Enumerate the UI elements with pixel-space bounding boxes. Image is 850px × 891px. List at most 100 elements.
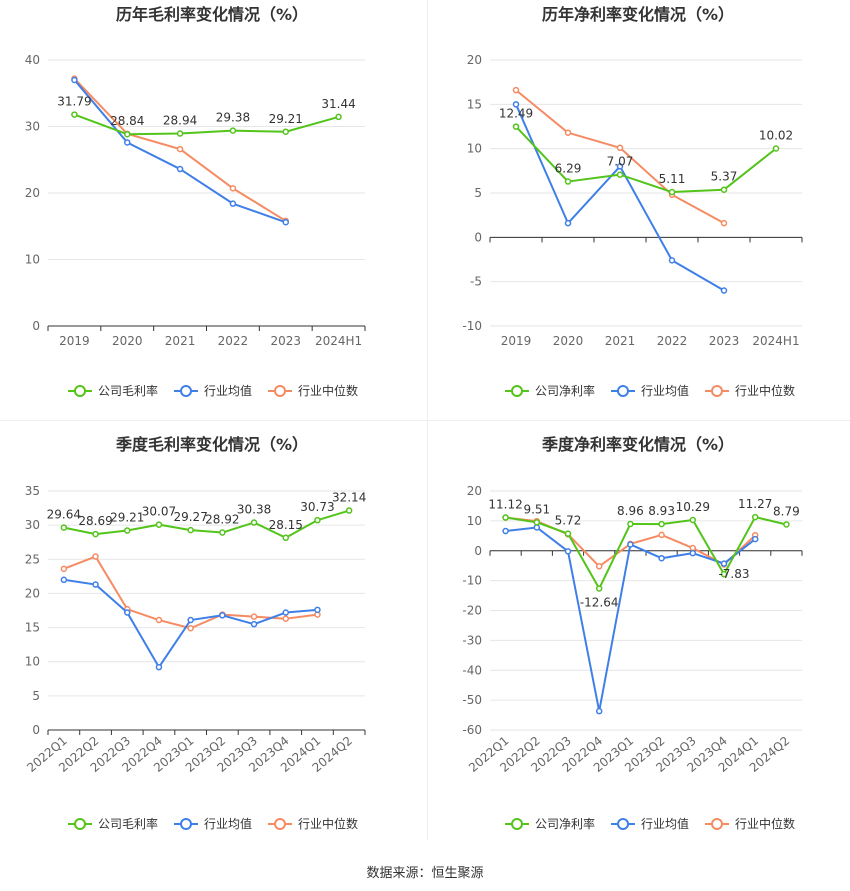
legend-label: 行业均值 xyxy=(204,816,252,831)
legend-marker xyxy=(511,818,523,830)
data-point-industry_median xyxy=(229,185,237,192)
data-label: 28.69 xyxy=(78,514,112,528)
data-point-industry_avg xyxy=(219,612,226,619)
data-point-industry_avg xyxy=(71,76,78,84)
data-point-company xyxy=(720,186,728,193)
legend-item-company: 公司毛利率 xyxy=(68,383,158,398)
data-point-company xyxy=(219,529,226,536)
x-tick-label: 2022 xyxy=(218,334,249,348)
data-point-company xyxy=(533,519,541,526)
data-point-company xyxy=(155,521,163,528)
y-tick-label: 15 xyxy=(467,97,482,111)
data-label: 8.96 xyxy=(617,504,644,518)
legend-item-industry_avg: 行业均值 xyxy=(174,383,252,398)
legend-item-company: 公司净利率 xyxy=(505,383,595,398)
data-point-industry_avg xyxy=(229,200,237,207)
data-label: -7.83 xyxy=(718,567,749,581)
legend-marker xyxy=(711,385,723,397)
data-point-industry_avg xyxy=(250,620,258,628)
y-tick-label: 0 xyxy=(474,230,482,244)
data-point-industry_avg xyxy=(720,560,728,567)
legend-item-industry_median: 行业中位数 xyxy=(268,383,358,398)
x-tick-label: 2020 xyxy=(553,334,584,348)
legend-label: 公司净利率 xyxy=(535,383,595,398)
y-tick-label: 20 xyxy=(467,484,482,498)
horizontal-divider xyxy=(0,420,850,421)
data-point-company xyxy=(627,520,634,528)
y-tick-label: 30 xyxy=(25,120,40,134)
data-point-company xyxy=(564,530,572,537)
data-point-company xyxy=(772,145,780,152)
legend-label: 公司毛利率 xyxy=(98,816,158,831)
data-label: 32.14 xyxy=(332,491,366,505)
data-point-industry_avg xyxy=(155,663,163,671)
data-label: 12.49 xyxy=(499,107,533,121)
data-point-industry_avg xyxy=(124,139,131,146)
x-tick-label: 2021 xyxy=(165,334,196,348)
data-point-company xyxy=(502,514,509,521)
series-line-industry_avg xyxy=(505,526,756,713)
legend-marker xyxy=(74,818,86,830)
x-tick-label: 2019 xyxy=(501,334,532,348)
data-label: 7.07 xyxy=(607,155,634,169)
data-point-industry_avg xyxy=(60,576,68,584)
chart-title: 季度净利率变化情况（%） xyxy=(541,435,734,454)
data-point-industry_avg xyxy=(668,257,676,264)
data-point-industry_median xyxy=(282,615,289,622)
y-tick-label: 40 xyxy=(25,53,40,67)
data-label: 28.15 xyxy=(269,518,303,532)
data-point-company xyxy=(658,520,665,528)
series-line-company xyxy=(505,516,787,590)
legend-item-industry_avg: 行业均值 xyxy=(174,816,252,831)
legend-item-company: 公司毛利率 xyxy=(68,816,158,831)
data-point-industry_avg xyxy=(533,524,541,531)
y-tick-label: 20 xyxy=(467,53,482,67)
data-point-industry_median xyxy=(92,553,99,560)
legend-item-industry_avg: 行业均值 xyxy=(611,383,689,398)
data-label: 29.21 xyxy=(110,511,144,525)
data-label: 6.29 xyxy=(555,162,582,176)
data-point-company xyxy=(124,130,131,138)
y-tick-label: 35 xyxy=(25,484,40,498)
data-point-industry_avg xyxy=(720,287,728,294)
legend-marker xyxy=(617,818,629,830)
x-tick-label: 2024H1 xyxy=(315,334,362,348)
y-tick-label: -60 xyxy=(462,723,482,737)
data-point-industry_avg xyxy=(92,581,99,588)
x-tick-label: 2022 xyxy=(657,334,688,348)
data-point-industry_median xyxy=(689,544,697,552)
y-tick-label: 20 xyxy=(25,186,40,200)
data-point-industry_median xyxy=(187,625,194,632)
x-tick-label: 2020 xyxy=(112,334,143,348)
data-point-industry_avg xyxy=(627,541,634,548)
data-label: 10.29 xyxy=(676,500,710,514)
data-label: 5.72 xyxy=(555,514,582,528)
legend-item-industry_avg: 行业均值 xyxy=(611,816,689,831)
legend-marker xyxy=(511,385,523,397)
legend-label: 行业均值 xyxy=(641,383,689,398)
series-line-industry_avg xyxy=(63,578,318,669)
data-point-industry_median xyxy=(60,565,68,573)
y-tick-label: -30 xyxy=(462,633,482,647)
legend-label: 公司净利率 xyxy=(535,816,595,831)
series-line-company xyxy=(515,125,777,194)
data-point-industry_median xyxy=(720,219,728,227)
legend-label: 行业均值 xyxy=(204,383,252,398)
legend-label: 行业中位数 xyxy=(298,383,358,398)
data-point-industry_avg xyxy=(595,707,603,715)
y-tick-label: 10 xyxy=(25,655,40,669)
chart-title: 历年毛利率变化情况（%） xyxy=(116,5,308,24)
data-point-industry_avg xyxy=(751,535,759,543)
data-point-company xyxy=(229,127,237,134)
y-tick-label: 10 xyxy=(25,253,40,267)
x-tick-label: 2019 xyxy=(59,334,90,348)
data-point-industry_avg xyxy=(282,219,289,226)
data-point-company xyxy=(282,128,289,136)
legend-label: 行业均值 xyxy=(641,816,689,831)
data-point-company xyxy=(751,513,759,521)
data-point-company xyxy=(60,524,68,531)
data-label: 9.51 xyxy=(523,502,550,516)
data-point-industry_median xyxy=(564,129,572,136)
data-point-industry_median xyxy=(658,531,665,539)
